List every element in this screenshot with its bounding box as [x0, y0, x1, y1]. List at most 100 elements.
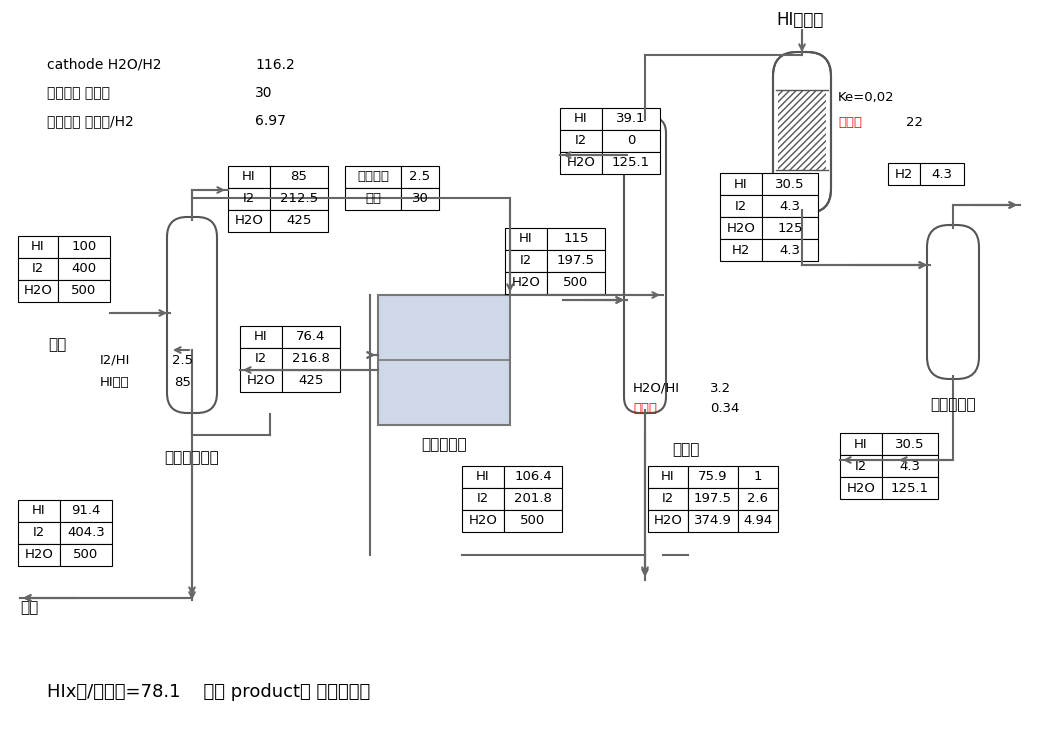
Bar — [401, 166, 439, 188]
Bar — [58, 280, 110, 302]
Bar — [18, 236, 58, 258]
Text: 500: 500 — [564, 277, 589, 289]
Text: 2.5: 2.5 — [409, 171, 431, 183]
Bar — [228, 188, 270, 210]
Text: 425: 425 — [287, 214, 312, 227]
Text: 91.4: 91.4 — [71, 504, 100, 517]
Bar — [602, 130, 660, 152]
Text: 85: 85 — [291, 171, 308, 183]
Bar — [688, 488, 738, 510]
Text: H2O: H2O — [24, 548, 53, 562]
Text: 4.3: 4.3 — [779, 244, 800, 257]
Text: 106.4: 106.4 — [515, 470, 552, 484]
Bar — [882, 433, 938, 455]
Text: 76.4: 76.4 — [296, 330, 325, 344]
Bar — [602, 152, 660, 174]
Text: 500: 500 — [71, 285, 96, 297]
Text: 216.8: 216.8 — [292, 353, 329, 366]
Text: HI: HI — [734, 177, 748, 191]
Text: 500: 500 — [520, 514, 546, 528]
Text: H2: H2 — [732, 244, 750, 257]
Text: 500: 500 — [73, 548, 98, 562]
Bar — [345, 166, 401, 188]
Text: 85: 85 — [175, 375, 191, 389]
Text: HI: HI — [31, 241, 45, 253]
Bar — [505, 272, 547, 294]
Bar — [282, 326, 340, 348]
Text: cathode H2O/H2: cathode H2O/H2 — [47, 58, 161, 72]
Text: 0.34: 0.34 — [710, 402, 740, 414]
Bar — [920, 163, 964, 185]
Text: 분제: 분제 — [20, 601, 39, 615]
Bar — [60, 522, 112, 544]
Bar — [18, 258, 58, 280]
Text: H2O: H2O — [846, 481, 876, 495]
Bar — [18, 522, 60, 544]
Bar — [58, 236, 110, 258]
FancyBboxPatch shape — [927, 225, 979, 379]
Bar — [240, 348, 282, 370]
Text: H2O: H2O — [24, 285, 52, 297]
Text: 374.9: 374.9 — [695, 514, 732, 528]
Text: HI: HI — [661, 470, 675, 484]
Text: 30: 30 — [255, 86, 273, 100]
Bar — [688, 466, 738, 488]
Bar — [270, 210, 328, 232]
Bar — [547, 272, 605, 294]
Text: I2: I2 — [32, 526, 45, 539]
Text: 전기투석기: 전기투석기 — [422, 437, 467, 453]
Text: 4.94: 4.94 — [744, 514, 773, 528]
Text: 197.5: 197.5 — [693, 492, 732, 506]
Bar — [720, 239, 761, 261]
Bar — [270, 166, 328, 188]
Text: 425: 425 — [298, 375, 323, 387]
Text: 201.8: 201.8 — [514, 492, 552, 506]
Bar — [560, 152, 602, 174]
Bar — [720, 173, 761, 195]
Text: H2O: H2O — [511, 277, 541, 289]
Text: 39.1: 39.1 — [616, 113, 645, 126]
Bar — [560, 130, 602, 152]
Text: H2O: H2O — [247, 375, 275, 387]
Bar — [720, 217, 761, 239]
Bar — [282, 348, 340, 370]
Text: HI: HI — [519, 233, 532, 246]
Text: 6.97: 6.97 — [255, 114, 286, 128]
Bar — [738, 510, 778, 532]
Bar — [60, 544, 112, 566]
Text: Ke=0,02: Ke=0,02 — [838, 91, 894, 105]
Text: 물이도도: 물이도도 — [357, 171, 389, 183]
Text: 전기투석 농축량: 전기투석 농축량 — [47, 86, 110, 100]
Bar — [505, 228, 547, 250]
Text: 125.1: 125.1 — [891, 481, 929, 495]
Text: 0: 0 — [627, 135, 635, 147]
FancyBboxPatch shape — [773, 52, 831, 213]
Text: HI: HI — [243, 171, 256, 183]
Bar — [738, 466, 778, 488]
Bar — [228, 210, 270, 232]
Bar — [58, 258, 110, 280]
Bar — [761, 239, 818, 261]
Text: I2: I2 — [662, 492, 674, 506]
Bar — [649, 510, 688, 532]
Bar — [688, 510, 738, 532]
Bar — [18, 500, 60, 522]
Text: 수소분리기: 수소분리기 — [930, 397, 976, 412]
Text: H2: H2 — [894, 168, 913, 180]
Text: I2: I2 — [477, 492, 490, 506]
Text: 125: 125 — [777, 222, 802, 235]
Text: 전기투석 농축량/H2: 전기투석 농축량/H2 — [47, 114, 134, 128]
Bar — [888, 163, 920, 185]
Bar — [378, 295, 510, 425]
Bar — [462, 488, 504, 510]
Bar — [649, 488, 688, 510]
Bar — [60, 500, 112, 522]
Text: HI: HI — [855, 437, 868, 450]
Bar — [462, 510, 504, 532]
Text: HIx상/황산상=78.1    분제 product만 요오드회수: HIx상/황산상=78.1 분제 product만 요오드회수 — [47, 683, 370, 701]
Text: 100: 100 — [71, 241, 96, 253]
Text: I2: I2 — [520, 255, 532, 267]
FancyBboxPatch shape — [624, 117, 666, 413]
Bar — [840, 455, 882, 477]
Text: 75.9: 75.9 — [699, 470, 728, 484]
